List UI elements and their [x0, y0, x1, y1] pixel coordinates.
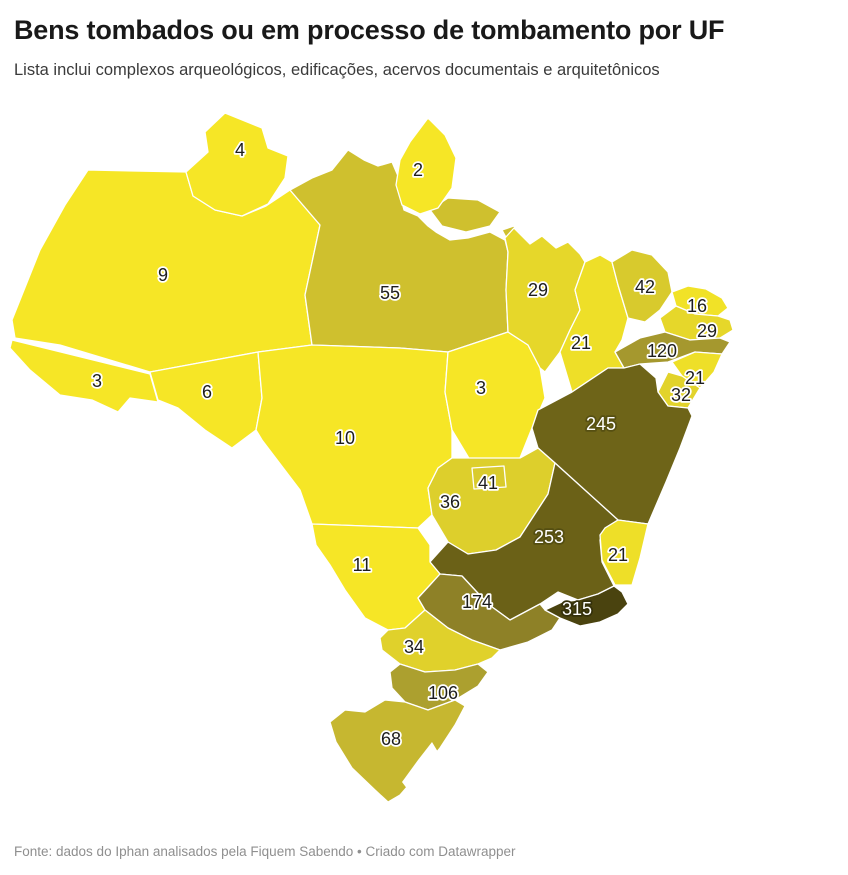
state-pr[interactable]: [379, 609, 501, 673]
state-am[interactable]: [11, 169, 321, 373]
state-ap[interactable]: [395, 117, 457, 215]
state-mt[interactable]: [255, 344, 453, 529]
state-rj[interactable]: [544, 585, 629, 627]
state-es[interactable]: [599, 519, 649, 586]
lagoa-dos-patos-water: [402, 742, 438, 790]
state-to[interactable]: [444, 331, 546, 461]
state-sc[interactable]: [389, 663, 489, 711]
chart-title: Bens tombados ou em processo de tombamen…: [14, 15, 725, 45]
state-rs[interactable]: [329, 699, 466, 803]
chart-subtitle: Lista inclui complexos arqueológicos, ed…: [14, 61, 660, 80]
state-sp[interactable]: [417, 573, 561, 651]
chart-footer: Fonte: dados do Iphan analisados pela Fi…: [14, 843, 834, 861]
state-ce[interactable]: [611, 249, 673, 323]
source-attribution-text: Fonte: dados do Iphan analisados pela Fi…: [14, 843, 516, 859]
state-rr[interactable]: [185, 112, 289, 217]
state-df[interactable]: [471, 465, 507, 490]
chart-header: Bens tombados ou em processo de tombamen…: [14, 14, 834, 82]
